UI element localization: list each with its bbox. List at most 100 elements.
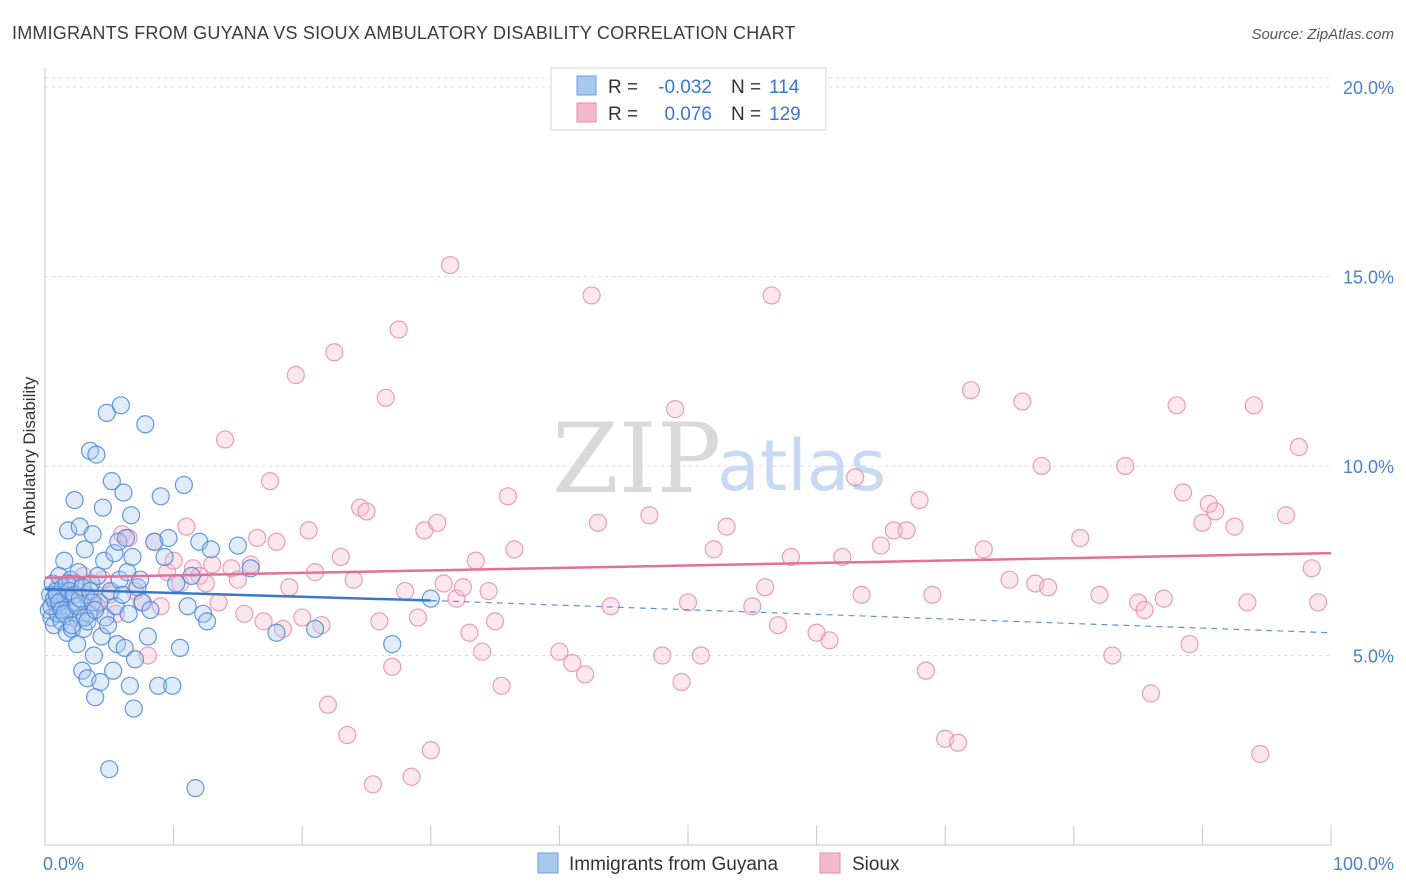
guyana-point-93 <box>305 619 325 639</box>
series-legend-swatch-sioux <box>819 852 841 874</box>
sioux-point-89 <box>768 616 788 635</box>
series-legend-label-sioux: Sioux <box>852 854 900 875</box>
sioux-point-44 <box>331 547 350 567</box>
sioux-point-105 <box>974 540 993 559</box>
sioux-point-113 <box>1103 646 1122 665</box>
y-tick-label-10: 10.0% <box>1343 457 1394 477</box>
watermark-zip: ZIP <box>552 403 721 515</box>
guyana-point-69 <box>131 570 150 589</box>
sioux-point-56 <box>408 608 428 627</box>
series-legend: Immigrants from Guyana Sioux <box>537 852 900 875</box>
sioux-point-62 <box>447 589 466 608</box>
sioux-point-48 <box>357 502 376 521</box>
sioux-point-51 <box>376 388 395 407</box>
sioux-point-61 <box>440 255 460 275</box>
sioux-point-76 <box>588 513 608 532</box>
sioux-point-82 <box>678 593 698 612</box>
sioux-point-26 <box>215 430 235 449</box>
sioux-point-111 <box>1071 528 1090 548</box>
guyana-point-75 <box>149 676 168 695</box>
sioux-point-28 <box>228 570 247 589</box>
guyana-point-76 <box>151 487 170 506</box>
sioux-point-60 <box>434 574 453 593</box>
sioux-point-31 <box>248 528 267 548</box>
guyana-point-74 <box>145 532 164 551</box>
guyana-point-43 <box>95 551 114 570</box>
guyana-point-60 <box>116 528 136 548</box>
guyana-point-41 <box>92 627 111 646</box>
guyana-point-66 <box>124 699 143 718</box>
y-tick-labels: 5.0% 10.0% 15.0% 20.0% <box>1343 78 1394 667</box>
guyana-point-67 <box>125 650 145 669</box>
sioux-point-117 <box>1141 684 1161 703</box>
stats-legend-n-label-1: N = <box>731 77 761 98</box>
sioux-point-55 <box>402 767 421 786</box>
guyana-point-78 <box>159 528 178 548</box>
sioux-point-78 <box>640 506 659 525</box>
stats-legend-r-label-2: R = <box>608 104 638 125</box>
sioux-point-75 <box>582 286 601 305</box>
guyana-trend-extension <box>430 599 1332 634</box>
sioux-point-87 <box>756 578 775 597</box>
sioux-point-54 <box>395 581 415 601</box>
sioux-point-106 <box>1000 570 1019 589</box>
sioux-point-128 <box>1251 744 1270 764</box>
guyana-point-58 <box>114 483 133 502</box>
sioux-point-64 <box>460 623 479 642</box>
sioux-point-132 <box>1309 593 1328 612</box>
sioux-point-110 <box>1038 578 1058 597</box>
guyana-point-80 <box>167 574 186 593</box>
sioux-point-103 <box>948 733 968 752</box>
sioux-point-21 <box>183 559 202 578</box>
sioux-point-72 <box>550 642 569 661</box>
sioux-point-34 <box>267 532 286 551</box>
sioux-point-24 <box>203 555 222 574</box>
sioux-point-20 <box>177 517 196 536</box>
sioux-point-88 <box>762 286 781 305</box>
sioux-point-52 <box>383 657 402 676</box>
sioux-point-27 <box>222 559 241 578</box>
stats-legend-n-label-2: N = <box>731 104 761 125</box>
sioux-point-122 <box>1193 513 1212 532</box>
guyana-point-47 <box>100 760 119 779</box>
sioux-point-16 <box>151 597 170 616</box>
sioux-point-80 <box>666 400 685 419</box>
sioux-point-125 <box>1225 517 1244 536</box>
guyana-point-63 <box>120 676 139 695</box>
guyana-point-85 <box>186 779 205 798</box>
guyana-point-50 <box>104 661 123 680</box>
guyana-point-35 <box>84 646 103 665</box>
sioux-point-68 <box>486 612 505 631</box>
sioux-point-74 <box>576 665 595 684</box>
sioux-point-124 <box>1206 502 1225 521</box>
sioux-point-63 <box>453 578 473 597</box>
chart-title: IMMIGRANTS FROM GUYANA VS SIOUX AMBULATO… <box>12 23 796 43</box>
stats-legend-n-value-2: 129 <box>769 104 801 125</box>
sioux-point-114 <box>1116 456 1135 476</box>
sioux-point-101 <box>923 585 942 604</box>
guyana-point-59 <box>115 638 134 658</box>
guyana-point-65 <box>123 547 142 567</box>
sioux-point-112 <box>1090 585 1109 604</box>
y-tick-label-20: 20.0% <box>1343 78 1394 98</box>
guyana-point-79 <box>163 676 182 695</box>
series-legend-swatch-guyana <box>537 852 559 874</box>
sioux-point-18 <box>164 551 183 570</box>
guyana-trend-line <box>44 587 431 602</box>
sioux-point-90 <box>781 547 800 567</box>
sioux-point-95 <box>852 585 871 604</box>
guyana-point-42 <box>93 498 112 517</box>
sioux-point-83 <box>691 646 710 665</box>
guyana-point-20 <box>65 490 84 510</box>
y-tick-label-5: 5.0% <box>1353 646 1394 666</box>
sioux-point-50 <box>370 612 389 631</box>
guyana-point-62 <box>119 604 138 623</box>
guyana-point-73 <box>141 600 160 620</box>
stats-legend-r-value-1: -0.032 <box>658 77 712 98</box>
sioux-point-69 <box>492 676 511 695</box>
guyana-point-33 <box>82 574 101 593</box>
guyana-point-12 <box>55 551 74 570</box>
stats-legend-r-value-2: 0.076 <box>664 104 712 125</box>
sioux-point-46 <box>344 570 363 589</box>
